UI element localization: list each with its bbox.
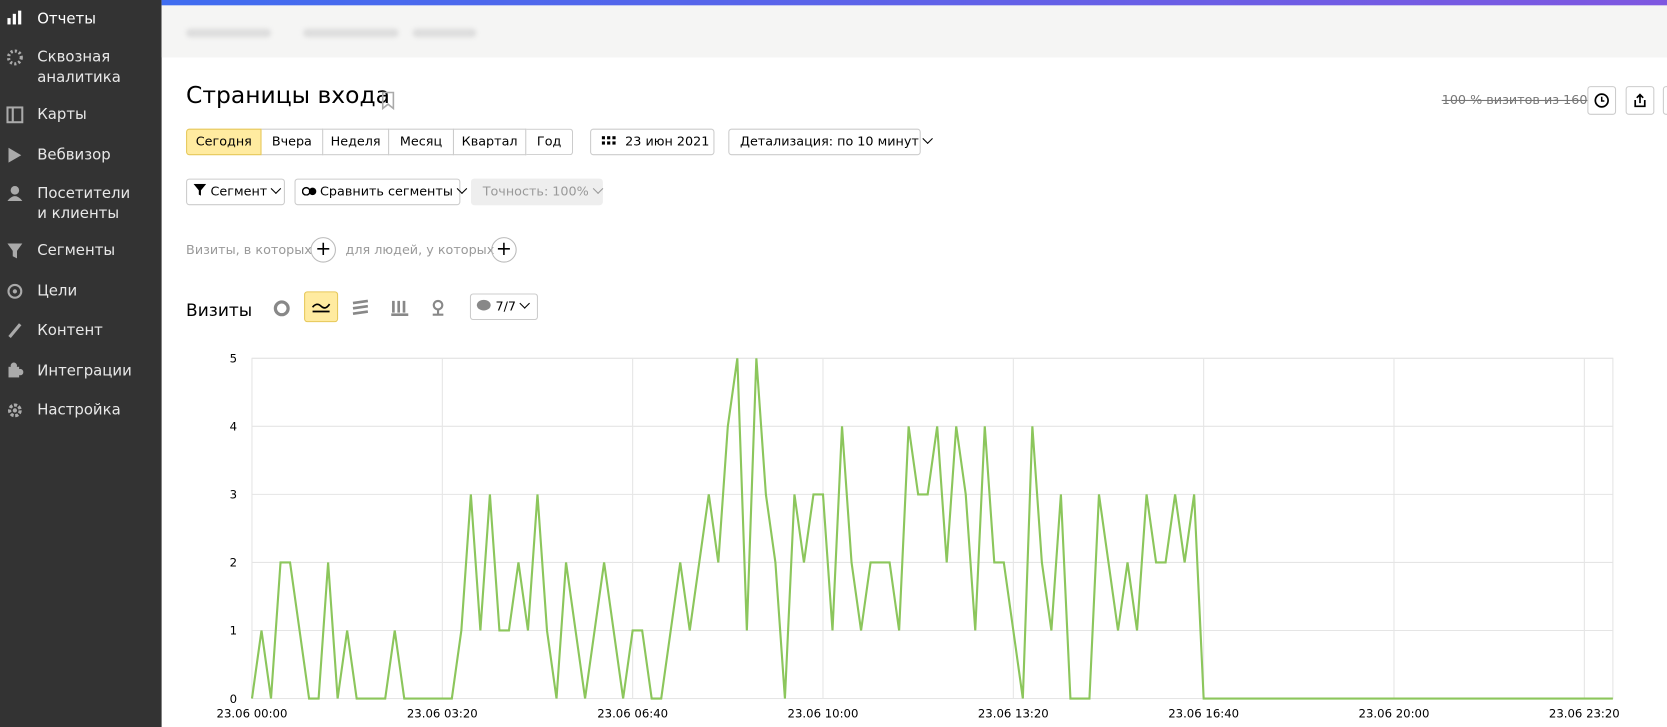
series-counter: 7/7 — [495, 298, 516, 314]
icon — [7, 10, 22, 25]
series-dropdown[interactable]: 7/7 — [469, 293, 538, 321]
area-view-button[interactable] — [351, 298, 370, 317]
sidebar: Отчеты Сквозная аналитика Карты Вебвизор… — [0, 0, 162, 727]
blurred-text — [186, 28, 272, 38]
nav-item[interactable]: Настройка — [37, 401, 121, 419]
map-view-button[interactable] — [428, 298, 447, 317]
period-button[interactable]: Неделя — [323, 128, 390, 156]
nav-item[interactable]: Сегменты — [37, 242, 116, 260]
compare-button[interactable]: Сравнить сегменты — [294, 178, 468, 206]
y-tick-label: 0 — [230, 692, 237, 706]
data-line — [250, 358, 1613, 700]
period-button[interactable]: Вчера — [261, 128, 324, 156]
icon — [1634, 93, 1646, 108]
y-tick-label: 3 — [230, 488, 237, 502]
history-button[interactable] — [1587, 86, 1617, 115]
nav-item[interactable]: Вебвизор — [37, 146, 111, 164]
x-tick-label: 23.06 00:00 — [217, 707, 288, 721]
pie-view-button[interactable] — [272, 298, 293, 319]
icon — [8, 362, 24, 378]
y-tick-label: 4 — [230, 420, 237, 434]
icon — [1594, 93, 1609, 108]
accuracy-dropdown[interactable]: Точность: 100% — [470, 178, 604, 206]
line-view-button[interactable] — [304, 291, 339, 323]
y-tick-label: 5 — [230, 352, 237, 366]
period-button[interactable]: Квартал — [453, 128, 527, 156]
y-tick-label: 2 — [230, 556, 237, 570]
nav-item[interactable]: Карты — [37, 106, 87, 124]
x-tick-label: 23.06 20:00 — [1359, 707, 1430, 721]
segment-label: Сегмент — [210, 183, 268, 199]
detail-label: Детализация: по 10 минут — [739, 133, 919, 149]
nav-item[interactable]: Отчеты — [37, 10, 96, 28]
detail-dropdown[interactable]: Детализация: по 10 минут — [728, 128, 934, 156]
icon — [311, 303, 331, 313]
nav-item[interactable]: Цели — [37, 282, 78, 300]
x-tick-label: 23.06 23:20 — [1549, 707, 1620, 721]
icon — [7, 283, 23, 299]
x-tick-label: 23.06 16:40 — [1168, 707, 1239, 721]
x-tick-label: 23.06 03:20 — [407, 707, 478, 721]
add-filter-button[interactable]: + — [491, 237, 517, 263]
blurred-text — [303, 28, 399, 38]
sampling-info: 100 % визитов из 160 — [1441, 92, 1588, 108]
accent-bar — [161, 0, 1667, 6]
nav-item[interactable]: Контент — [37, 322, 103, 340]
nav-item[interactable]: Посетители и клиенты — [37, 184, 131, 223]
page-title: Страницы входа — [186, 82, 390, 110]
period-button[interactable]: Месяц — [389, 128, 454, 156]
icon — [7, 403, 22, 418]
top-bar — [161, 0, 1667, 58]
segment-button[interactable]: Сегмент — [186, 178, 285, 206]
filter-label: Визиты, в которых — [186, 242, 312, 258]
x-tick-label: 23.06 10:00 — [788, 707, 859, 721]
more-button[interactable] — [1662, 86, 1667, 115]
plot-frame — [251, 357, 1614, 700]
chart-title: Визиты — [186, 299, 253, 321]
x-tick-label: 23.06 13:20 — [978, 707, 1049, 721]
bookmark-icon[interactable] — [381, 91, 396, 111]
blurred-text — [412, 28, 477, 38]
export-button[interactable] — [1625, 86, 1655, 115]
x-tick-label: 23.06 06:40 — [597, 707, 668, 721]
add-filter-button[interactable]: + — [310, 237, 336, 263]
accuracy-label: Точность: 100% — [482, 183, 589, 199]
nav-item[interactable]: Сквозная аналитика — [37, 48, 121, 87]
period-button[interactable]: Сегодня — [186, 128, 262, 156]
filter-label: для людей, у которых — [345, 242, 495, 258]
icon — [476, 299, 491, 311]
date-picker[interactable]: 23 июн 2021 — [590, 128, 715, 156]
icon — [8, 147, 22, 163]
y-tick-label: 1 — [230, 624, 237, 638]
period-button[interactable]: Год — [526, 128, 574, 156]
bar-view-button[interactable] — [390, 298, 409, 317]
icon — [301, 186, 317, 196]
icon — [193, 183, 207, 196]
icon — [8, 323, 22, 339]
icon — [601, 136, 616, 145]
nav-item[interactable]: Интеграции — [37, 362, 132, 380]
icon — [6, 106, 24, 124]
icon — [7, 243, 23, 259]
compare-label: Сравнить сегменты — [320, 183, 453, 199]
icon — [7, 186, 23, 201]
date-label: 23 июн 2021 — [625, 133, 710, 149]
icon — [6, 49, 23, 66]
